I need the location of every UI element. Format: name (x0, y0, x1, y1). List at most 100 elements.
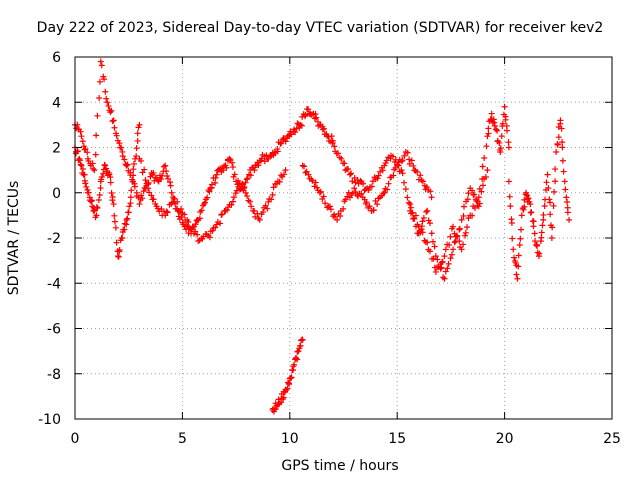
data-point (192, 221, 199, 228)
data-point (118, 144, 125, 151)
data-point (322, 200, 329, 207)
data-point (171, 195, 178, 202)
data-point (430, 238, 437, 245)
data-point (426, 248, 433, 255)
data-point (375, 172, 382, 179)
data-point (419, 218, 426, 225)
data-point (539, 222, 546, 229)
data-point (469, 212, 476, 219)
data-point (107, 109, 114, 116)
data-point (229, 198, 236, 205)
data-point (131, 160, 138, 167)
data-point (108, 107, 115, 114)
data-point (428, 230, 435, 237)
data-point (406, 156, 413, 163)
data-point (204, 194, 211, 201)
data-point (456, 238, 463, 245)
data-point (116, 246, 123, 253)
data-point (299, 336, 306, 343)
data-point (121, 226, 128, 233)
y-tick-label: -2 (47, 231, 61, 247)
data-point (499, 120, 506, 127)
data-point (241, 183, 248, 190)
data-point (138, 192, 145, 199)
data-point (384, 186, 391, 193)
data-point (130, 166, 137, 173)
data-point (547, 211, 554, 218)
y-tick-label: 6 (52, 50, 61, 66)
data-point (226, 155, 233, 162)
data-point (546, 196, 553, 203)
data-point (294, 120, 301, 127)
data-point (559, 139, 566, 146)
data-point (441, 253, 448, 260)
x-tick-label: 10 (281, 431, 299, 447)
data-point (104, 99, 111, 106)
data-point (196, 215, 203, 222)
data-point (251, 208, 258, 215)
data-point (557, 117, 564, 124)
data-point (223, 164, 230, 171)
data-point (278, 139, 285, 146)
data-point (244, 193, 251, 200)
data-point (419, 178, 426, 185)
data-point (194, 231, 201, 238)
data-point (93, 212, 100, 219)
data-point (484, 133, 491, 140)
data-point (462, 229, 469, 236)
data-point (507, 203, 514, 210)
data-point (102, 88, 109, 95)
data-point (312, 179, 319, 186)
data-point (408, 157, 415, 164)
data-point (282, 138, 289, 145)
data-point (545, 185, 552, 192)
data-point (168, 189, 175, 196)
data-point (139, 195, 146, 202)
data-point (451, 230, 458, 237)
data-point (134, 137, 141, 144)
data-point (494, 127, 501, 134)
data-point (251, 167, 258, 174)
data-point (450, 223, 457, 230)
data-point (94, 112, 101, 119)
data-point (460, 203, 467, 210)
data-point (231, 171, 238, 178)
data-point (165, 175, 172, 182)
data-point (483, 143, 490, 150)
data-point (229, 164, 236, 171)
data-point (475, 194, 482, 201)
data-point (465, 190, 472, 197)
data-point (461, 232, 468, 239)
data-point (163, 168, 170, 175)
data-point (163, 208, 170, 215)
data-point (550, 202, 557, 209)
data-point (540, 211, 547, 218)
data-point (150, 196, 157, 203)
data-point (374, 175, 381, 182)
data-point (475, 203, 482, 210)
data-point (102, 162, 109, 169)
data-point (447, 233, 454, 240)
data-point (329, 139, 336, 146)
data-point (424, 207, 431, 214)
data-point (297, 121, 304, 128)
data-point (445, 260, 452, 267)
data-point (327, 206, 334, 213)
data-point (349, 178, 356, 185)
data-point (256, 216, 263, 223)
data-point (514, 275, 521, 282)
data-point (456, 226, 463, 233)
data-point (285, 132, 292, 139)
data-point (532, 238, 539, 245)
data-point (377, 168, 384, 175)
data-point (91, 167, 98, 174)
data-point (97, 185, 104, 192)
data-point (160, 163, 167, 170)
data-point (358, 190, 365, 197)
data-point (512, 259, 519, 266)
data-points (72, 58, 573, 415)
data-point (426, 220, 433, 227)
data-point (96, 78, 103, 85)
data-point (114, 253, 121, 260)
data-point (365, 187, 372, 194)
